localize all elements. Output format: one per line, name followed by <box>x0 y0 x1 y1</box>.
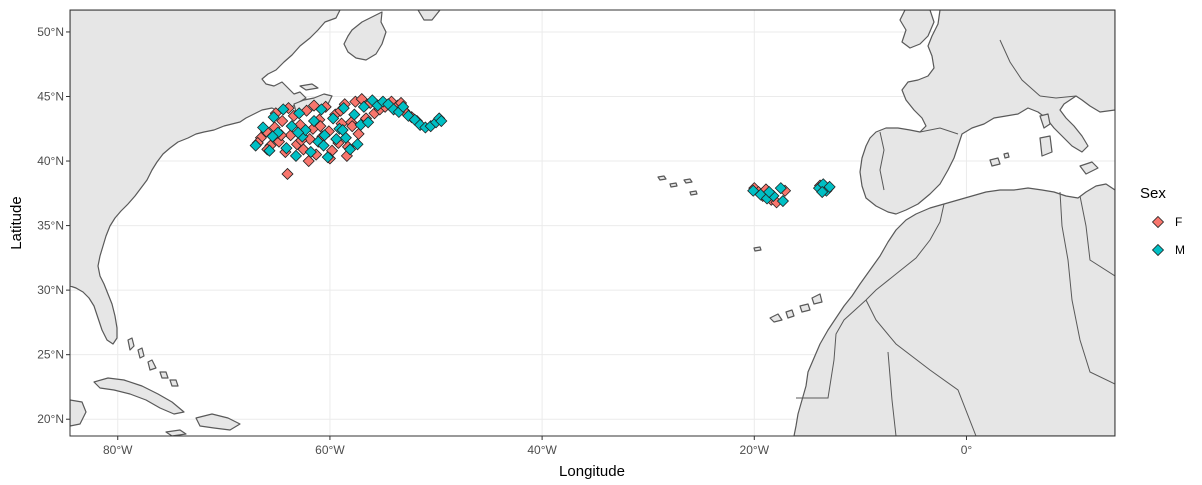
border-layer <box>796 39 1115 436</box>
data-point-m <box>327 112 340 125</box>
y-tick-label: 50°N <box>37 25 64 39</box>
x-tick-label: 20°W <box>740 443 770 457</box>
land-british-isles <box>899 10 935 49</box>
land-europe <box>859 10 1115 215</box>
legend-key-f <box>1151 215 1165 229</box>
land-newfoundland <box>343 11 387 61</box>
land-azores <box>657 175 698 196</box>
border-mauritania-mali <box>865 299 977 436</box>
border-italy-alps <box>1039 95 1077 99</box>
x-axis-title: Longitude <box>559 463 625 480</box>
data-point-m <box>280 142 293 155</box>
land-canaries <box>769 293 823 323</box>
border-tunisia <box>1079 195 1115 277</box>
data-point-m <box>344 143 357 156</box>
y-tick-label: 30°N <box>37 283 64 297</box>
legend: Sex FM <box>1140 185 1185 257</box>
data-point-m <box>277 103 290 116</box>
y-tick-label: 25°N <box>37 348 64 362</box>
data-point-m <box>263 144 276 157</box>
y-tick-label: 35°N <box>37 219 64 233</box>
panel-border <box>69 9 1116 437</box>
land-sicily <box>1079 161 1099 175</box>
data-point-m <box>293 107 306 120</box>
y-tick-label: 40°N <box>37 154 64 168</box>
data-point-m <box>816 185 829 199</box>
data-point-m <box>776 194 789 208</box>
legend-label-f: F <box>1175 215 1182 229</box>
land-layer <box>70 10 1115 436</box>
data-point-m <box>299 123 312 137</box>
land-sardinia <box>1039 113 1053 157</box>
legend-key-m <box>1151 243 1165 257</box>
y-tick-label: 20°N <box>37 412 64 426</box>
data-point-m <box>774 182 787 195</box>
data-point-m <box>285 120 298 133</box>
data-point-m <box>357 100 370 113</box>
land-cuba <box>93 377 185 415</box>
data-point-m <box>321 151 334 164</box>
x-axis: 80°W 60°W 40°W 20°W 0° <box>103 436 972 457</box>
y-tick-label: 45°N <box>37 89 64 103</box>
y-axis: 20°N 25°N 30°N 35°N 40°N 45°N 50°N <box>37 25 70 426</box>
x-tick-label: 60°W <box>315 443 345 457</box>
data-point-m <box>312 135 325 148</box>
x-tick-label: 0° <box>961 443 973 457</box>
data-point-m <box>307 114 321 128</box>
border-morocco-algeria <box>865 203 945 301</box>
x-tick-label: 40°W <box>527 443 557 457</box>
data-point-m <box>823 180 836 193</box>
data-point-m <box>336 123 349 137</box>
land-pei <box>299 83 319 91</box>
land-bahamas <box>127 337 179 387</box>
data-point-m <box>315 103 328 116</box>
data-point-m <box>267 111 280 124</box>
data-point-m <box>257 121 270 134</box>
border-western-sahara <box>796 299 867 399</box>
land-north-america <box>70 10 341 345</box>
land-africa <box>793 183 1115 436</box>
data-point-f <box>302 154 315 168</box>
land-madeira <box>753 246 762 252</box>
data-point-m <box>337 102 350 115</box>
data-point-m <box>351 138 364 151</box>
legend-label-m: M <box>1175 243 1185 257</box>
border-france-germany <box>999 39 1041 97</box>
data-point-m <box>292 126 305 139</box>
land-balearics <box>989 152 1010 167</box>
data-point-m <box>763 185 776 199</box>
data-point-f <box>281 167 294 181</box>
data-point-m <box>266 130 279 143</box>
data-point-m <box>289 149 303 162</box>
land-yucatan <box>70 399 87 427</box>
border-mali-south <box>887 351 897 436</box>
data-point-f <box>276 114 289 128</box>
data-point-m <box>249 139 262 152</box>
x-tick-label: 80°W <box>103 443 133 457</box>
border-portugal-spain <box>879 131 885 191</box>
land-greenland <box>417 10 441 21</box>
data-points <box>249 93 836 209</box>
border-algeria-east <box>1059 191 1115 385</box>
data-point-m <box>317 139 330 152</box>
land-hispaniola <box>195 413 241 431</box>
y-axis-title: Latitude <box>8 196 25 249</box>
land-jamaica <box>165 429 187 436</box>
legend-title: Sex <box>1140 185 1166 202</box>
data-point-m <box>304 145 317 159</box>
data-point-m <box>330 133 343 146</box>
border-spain-france <box>919 127 959 135</box>
data-point-m <box>435 114 448 128</box>
data-point-m <box>397 100 410 113</box>
data-point-m <box>348 108 361 121</box>
data-point-m <box>362 116 375 129</box>
